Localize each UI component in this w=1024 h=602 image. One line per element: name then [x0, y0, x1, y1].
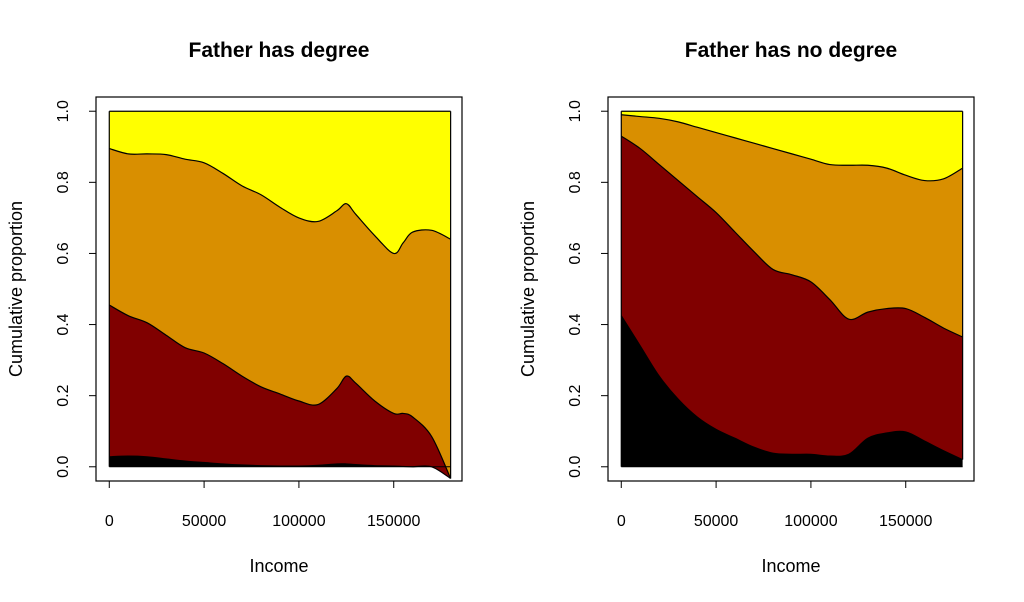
x-tick-label: 50000: [694, 513, 739, 530]
x-tick-label: 50000: [182, 513, 227, 530]
y-tick-label: 0.8: [567, 171, 584, 193]
x-tick-label: 150000: [879, 513, 932, 530]
y-tick-label: 0.4: [567, 313, 584, 335]
boundary-line-2: [108, 304, 452, 479]
area-layer-3: [109, 148, 451, 479]
x-tick-label: 100000: [272, 513, 325, 530]
area-layer-4: [621, 111, 963, 181]
area-layer-3: [621, 114, 963, 337]
axes: 0 50000 100000 150000 0.0 0.2 0.4 0.6 0.8 1.0: [567, 96, 975, 530]
area-layer-2: [621, 136, 963, 460]
area-layer-4: [109, 111, 451, 254]
area-layers: [620, 110, 964, 468]
y-tick-label: 1.0: [55, 100, 72, 122]
area-layers: [108, 110, 452, 480]
y-tick-label: 0.0: [567, 456, 584, 478]
x-tick-label: 0: [617, 513, 626, 530]
x-tick-label: 100000: [784, 513, 837, 530]
area-layer-2: [109, 305, 451, 479]
y-axis-label: Cumulative proportion: [518, 201, 538, 377]
boundary-line-2: [620, 135, 963, 338]
chart-title: Father has no degree: [685, 39, 897, 62]
x-tick-label: 150000: [367, 513, 420, 530]
x-axis-label: Income: [249, 556, 308, 576]
axes: 0 50000 100000 150000 0.0 0.2 0.4 0.6 0.8 1.0: [55, 96, 463, 530]
y-tick-label: 0.2: [567, 384, 584, 406]
boundary-line-1: [620, 315, 963, 461]
y-tick-label: 0.0: [55, 456, 72, 478]
y-tick-label: 0.6: [567, 242, 584, 264]
x-tick-label: 0: [105, 513, 114, 530]
y-tick-label: 0.8: [55, 171, 72, 193]
chart-title: Father has degree: [189, 39, 370, 62]
y-tick-label: 0.4: [55, 313, 72, 335]
chart-panel-father-has-no-degree: Father has no degree Income Cumulative p…: [518, 39, 975, 576]
area-layer-1: [109, 456, 451, 479]
chart-panel-father-has-degree: Father has degree Income Cumulative prop…: [6, 39, 463, 576]
boundary-line-3: [621, 114, 963, 182]
y-tick-label: 1.0: [567, 100, 584, 122]
y-tick-label: 0.6: [55, 242, 72, 264]
x-axis-label: Income: [761, 556, 820, 576]
area-layer-1: [621, 315, 963, 467]
y-tick-label: 0.2: [55, 384, 72, 406]
boundary-line-3: [109, 147, 451, 255]
y-axis-label: Cumulative proportion: [6, 201, 26, 377]
